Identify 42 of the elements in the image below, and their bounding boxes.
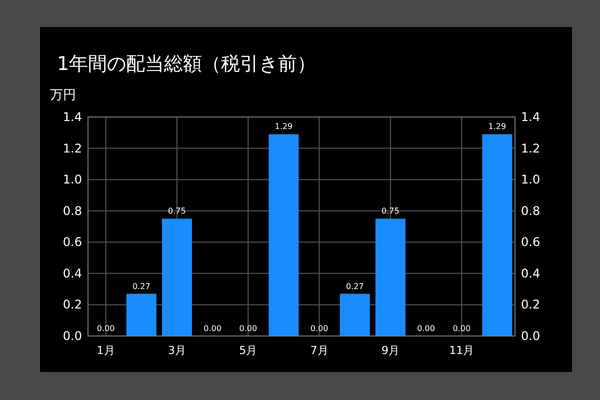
- data-label: 0.00: [239, 324, 258, 333]
- data-label: 0.00: [204, 324, 222, 333]
- data-label: 0.00: [96, 324, 115, 333]
- y-tick-label: 1.0: [62, 172, 82, 187]
- x-tick-label: 1月: [96, 344, 115, 357]
- x-tick-label: 11月: [449, 344, 474, 357]
- bar: [340, 294, 370, 336]
- data-label: 0.27: [132, 282, 150, 291]
- y-tick-label: 0.0: [62, 329, 82, 343]
- y2-tick-label: 1.2: [521, 141, 540, 156]
- bar: [268, 134, 299, 336]
- x-tick-label: 7月: [310, 344, 328, 357]
- y2-tick-label: 0.0: [521, 329, 540, 343]
- chart-title: 1年間の配当総額（税引き前）: [57, 53, 316, 75]
- y2-tick-label: 0.6: [521, 235, 540, 250]
- y-tick-label: 1.4: [62, 110, 82, 124]
- y-axis-title: 万円: [50, 88, 76, 103]
- data-label: 1.29: [488, 122, 506, 132]
- y2-tick-label: 1.0: [521, 172, 540, 187]
- bar: [375, 218, 406, 336]
- data-label: 1.29: [274, 122, 293, 132]
- y-tick-label: 0.2: [62, 298, 82, 312]
- x-tick-label: 9月: [381, 344, 400, 357]
- data-label: 0.75: [168, 206, 186, 216]
- x-tick-label: 3月: [168, 344, 186, 357]
- data-label: 0.00: [310, 324, 328, 333]
- y-tick-label: 0.8: [62, 204, 82, 218]
- data-label: 0.75: [382, 206, 400, 216]
- y2-tick-label: 1.4: [521, 110, 540, 124]
- bar: [126, 294, 156, 336]
- y2-tick-label: 0.4: [521, 266, 540, 280]
- y-tick-label: 1.2: [62, 141, 82, 156]
- bar: [482, 134, 512, 336]
- data-label: 0.00: [417, 324, 435, 333]
- bar: [162, 218, 192, 336]
- y-tick-label: 0.4: [62, 266, 82, 280]
- y2-tick-label: 0.2: [521, 298, 540, 312]
- x-tick-label: 5月: [239, 344, 258, 357]
- data-label: 0.00: [452, 324, 471, 333]
- data-label: 0.27: [346, 282, 364, 291]
- y-tick-label: 0.6: [62, 235, 82, 250]
- y2-tick-label: 0.8: [521, 204, 540, 218]
